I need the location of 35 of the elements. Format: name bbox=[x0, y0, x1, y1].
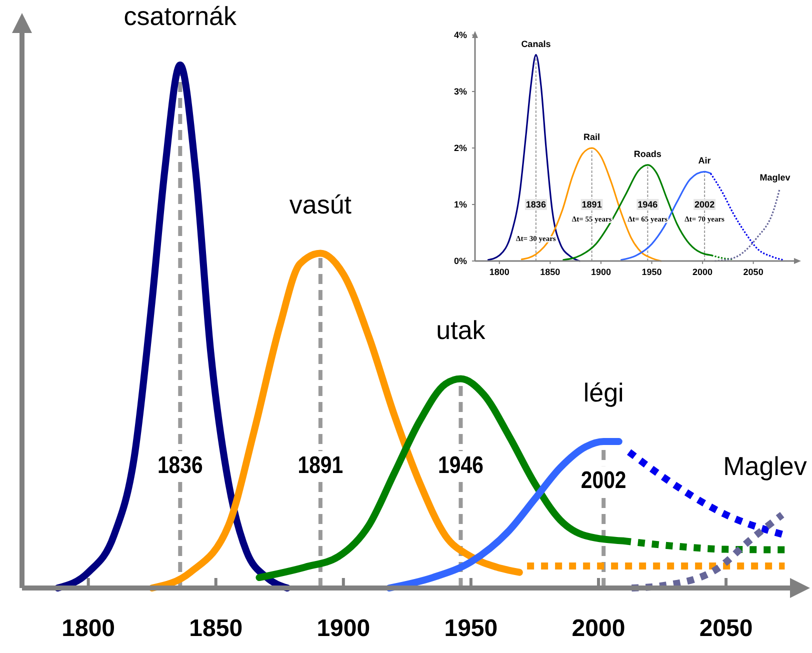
ref-line-label: 1946 bbox=[438, 452, 484, 479]
series-label: vasút bbox=[289, 189, 352, 220]
x-tick-label: 1900 bbox=[590, 267, 611, 277]
x-tick-label: 2050 bbox=[743, 267, 764, 277]
x-tick-label: 1800 bbox=[62, 615, 116, 642]
y-tick-label: 3% bbox=[454, 86, 467, 96]
y-tick-label: 0% bbox=[454, 256, 467, 266]
ref-line-label: 1891 bbox=[298, 452, 344, 479]
ref-line-label: 1891 bbox=[582, 200, 602, 210]
series-label: Air bbox=[698, 156, 712, 166]
ref-line-label: 2002 bbox=[694, 200, 715, 210]
y-tick-label: 1% bbox=[454, 200, 467, 210]
x-tick-label: 1850 bbox=[189, 615, 243, 642]
ref-line-label: 1836 bbox=[526, 200, 546, 210]
x-tick-label: 1950 bbox=[444, 615, 498, 642]
x-tick-label: 2000 bbox=[692, 267, 713, 277]
series-label: utak bbox=[436, 314, 486, 345]
series-label: csatornák bbox=[124, 1, 238, 31]
series-label: Rail bbox=[584, 132, 600, 142]
y-tick-label: 2% bbox=[454, 143, 467, 153]
x-tick-label: 1950 bbox=[642, 267, 662, 277]
x-tick-label: 1800 bbox=[489, 267, 510, 277]
series-label: Roads bbox=[634, 148, 662, 159]
x-tick-label: 2050 bbox=[699, 615, 753, 642]
x-tick-label: 1850 bbox=[540, 267, 560, 277]
x-tick-label: 2000 bbox=[572, 615, 626, 642]
series-label: Maglev bbox=[760, 172, 790, 183]
series-label: Maglev bbox=[723, 450, 807, 481]
series-label: Canals bbox=[521, 38, 551, 49]
ref-line-label: 2002 bbox=[580, 466, 626, 494]
x-tick-label: 1900 bbox=[316, 615, 370, 642]
series-label: légi bbox=[583, 378, 624, 408]
y-tick-label: 4% bbox=[454, 30, 467, 40]
ref-line-label: 1946 bbox=[638, 200, 658, 210]
ref-line-label: 1836 bbox=[157, 452, 203, 479]
